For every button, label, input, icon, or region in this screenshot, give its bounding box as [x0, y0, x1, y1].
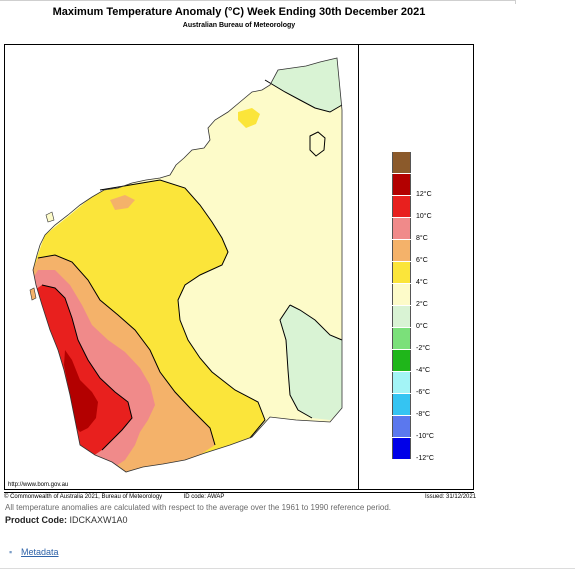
contour-line	[99, 179, 266, 439]
legend-swatch	[392, 152, 411, 173]
legend-label: 4°C	[416, 279, 428, 286]
legend-label: -12°C	[416, 455, 434, 462]
lake-outline	[309, 131, 326, 157]
legend-label: 0°C	[416, 323, 428, 330]
legend-label: -6°C	[416, 389, 431, 396]
legend-swatch	[392, 196, 411, 217]
island	[29, 287, 37, 301]
legend-label: 10°C	[416, 213, 432, 220]
product-code-label: Product Code:	[5, 515, 67, 525]
legend-swatch	[392, 218, 411, 239]
legend-label: -4°C	[416, 367, 431, 374]
map-title: Maximum Temperature Anomaly (°C) Week En…	[52, 6, 426, 18]
coastline	[32, 57, 343, 473]
legend-swatch	[392, 284, 411, 305]
page-top-rule-end	[515, 0, 516, 4]
legend-swatch	[392, 174, 411, 195]
legend-label: -10°C	[416, 433, 434, 440]
legend-swatch	[392, 394, 411, 415]
product-code-value: IDCKAXW1A0	[69, 515, 128, 525]
footer-copyright: © Commonwealth of Australia 2021, Bureau…	[4, 494, 224, 500]
anomaly-zone-4-6-gascoyne	[110, 195, 135, 210]
footer-rule	[4, 492, 474, 493]
reference-period-note: All temperature anomalies are calculated…	[5, 503, 392, 512]
anomaly-zone-2-4-kimberley	[238, 108, 260, 128]
contour-line	[279, 304, 313, 419]
temperature-anomaly-map	[29, 57, 343, 473]
legend-swatch	[392, 372, 411, 393]
legend-label: 12°C	[416, 191, 432, 198]
legend-swatch	[392, 328, 411, 349]
legend-swatch	[392, 350, 411, 371]
anomaly-zone-neg2-0-south	[280, 305, 342, 420]
contour-line	[289, 304, 343, 341]
legend-swatch	[392, 306, 411, 327]
map-legend-divider	[358, 44, 359, 490]
contour-line	[41, 284, 133, 451]
contour-line	[264, 79, 343, 113]
island	[45, 211, 55, 223]
copyright-text: © Commonwealth of Australia 2021, Bureau…	[4, 494, 163, 500]
legend-label: 6°C	[416, 257, 428, 264]
legend-label: -2°C	[416, 345, 431, 352]
contour-line	[37, 254, 216, 446]
legend-label: 2°C	[416, 301, 428, 308]
legend-label: 8°C	[416, 235, 428, 242]
map-source-url: http://www.bom.gov.au	[8, 482, 69, 488]
bullet-icon: ▪	[9, 547, 13, 557]
page-top-rule	[0, 0, 515, 1]
metadata-link[interactable]: Metadata	[21, 547, 59, 557]
map-subtitle: Australian Bureau of Meteorology	[182, 22, 296, 29]
legend-swatch	[392, 240, 411, 261]
legend-swatch	[392, 262, 411, 283]
page-bottom-rule	[0, 568, 575, 569]
legend-swatch	[392, 416, 411, 437]
id-code-text: ID code: AWAP	[183, 494, 225, 500]
legend-swatch	[392, 438, 411, 459]
legend-label: -8°C	[416, 411, 431, 418]
anomaly-zone-10-12	[64, 350, 98, 432]
footer-issued: Issued: 31/12/2021	[425, 494, 477, 500]
product-code: Product Code: IDCKAXW1A0	[5, 515, 128, 525]
